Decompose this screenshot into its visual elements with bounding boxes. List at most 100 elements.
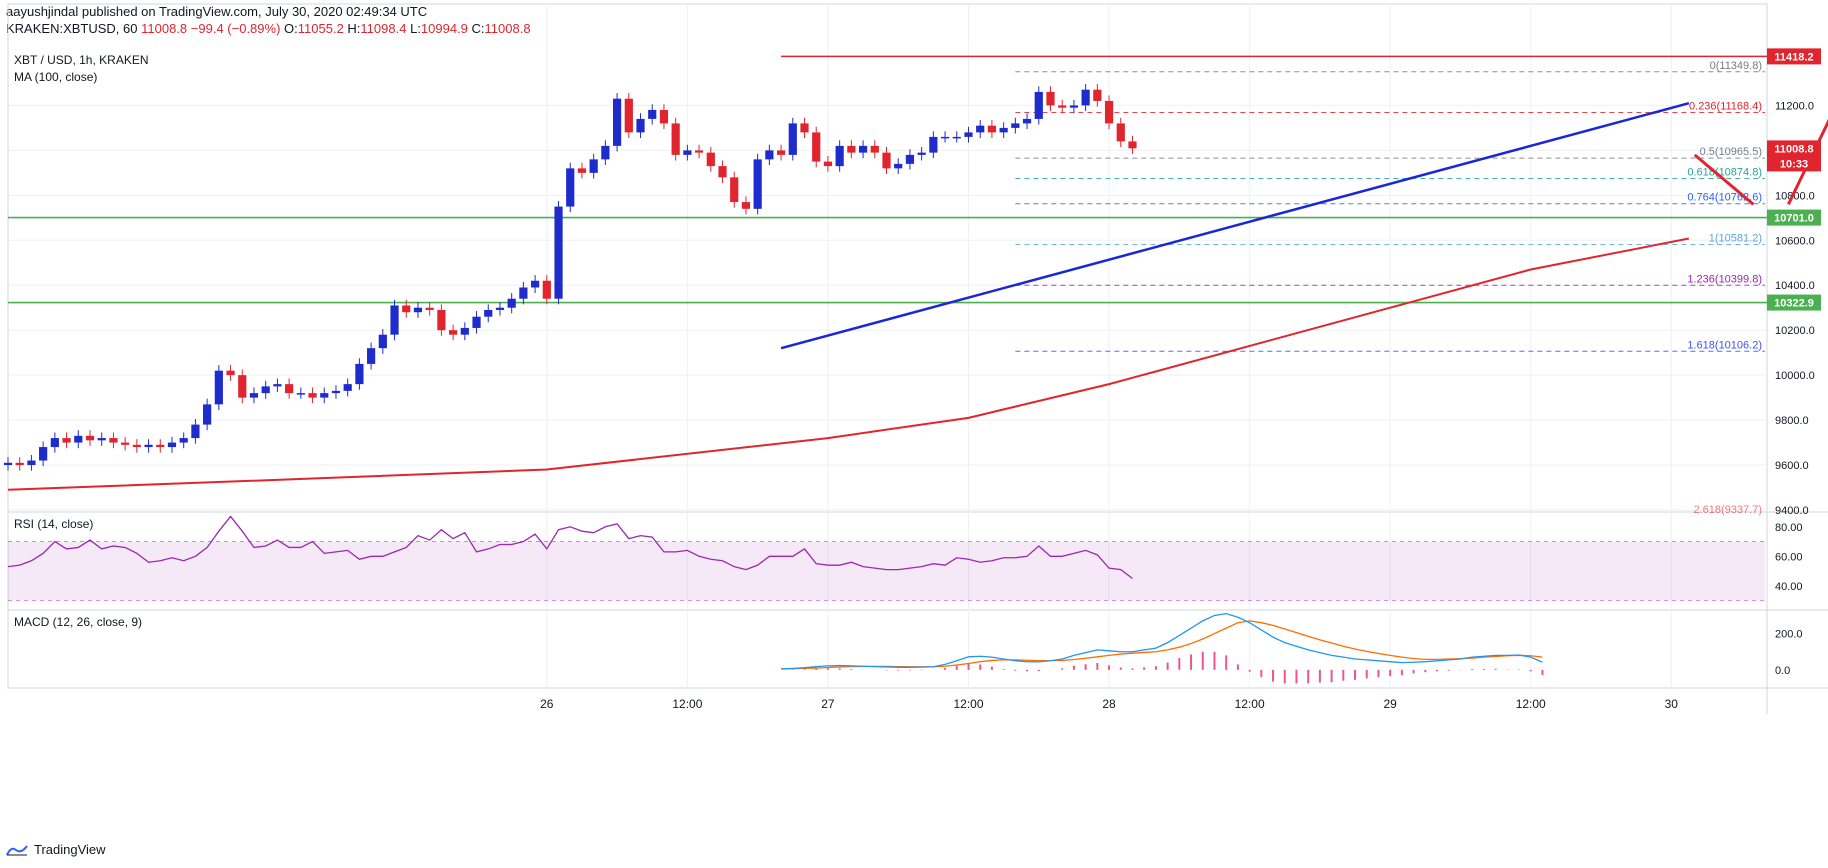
candle-body[interactable] (249, 393, 259, 398)
candle-body[interactable] (15, 462, 24, 466)
candle-body[interactable] (1058, 105, 1067, 108)
candle-body[interactable] (331, 390, 341, 394)
candle-body[interactable] (566, 168, 575, 207)
candle-body[interactable] (531, 280, 540, 288)
candle-body[interactable] (50, 438, 59, 448)
candle-body[interactable] (437, 309, 446, 331)
candle-body[interactable] (1104, 100, 1114, 124)
candle-body[interactable] (636, 118, 645, 133)
candle-body[interactable] (85, 435, 95, 441)
candle-body[interactable] (741, 202, 751, 209)
candle-body[interactable] (74, 435, 83, 443)
ascending-trendline[interactable] (780, 101, 1690, 350)
tradingview-logo[interactable]: TradingView (6, 842, 106, 857)
candle-body[interactable] (858, 145, 868, 153)
candle-body[interactable] (683, 150, 692, 155)
candle-body[interactable] (694, 150, 704, 153)
candle-body[interactable] (132, 444, 141, 448)
candle-body[interactable] (495, 307, 505, 310)
candle-body[interactable] (1128, 141, 1137, 149)
candle-body[interactable] (823, 161, 833, 167)
candle-body[interactable] (882, 152, 891, 169)
candle-body[interactable] (214, 370, 223, 405)
candle-body[interactable] (203, 404, 212, 425)
candle-body[interactable] (730, 177, 739, 203)
candle-body[interactable] (624, 98, 633, 133)
candle-body[interactable] (612, 98, 622, 146)
candle-body[interactable] (39, 447, 48, 461)
candle-body[interactable] (1022, 118, 1032, 124)
candle-body[interactable] (964, 132, 973, 137)
candle-body[interactable] (788, 123, 797, 155)
candle-body[interactable] (905, 154, 915, 164)
candle-body[interactable] (870, 145, 879, 153)
macd-line[interactable] (781, 612, 1543, 670)
rsi-line[interactable] (7, 515, 1133, 579)
candle-body[interactable] (226, 370, 235, 376)
candle-body[interactable] (589, 159, 598, 173)
candle-body[interactable] (62, 438, 71, 443)
candle-body[interactable] (460, 327, 469, 335)
candle-body[interactable] (800, 123, 809, 133)
candle-body[interactable] (167, 442, 177, 448)
candle-body[interactable] (425, 307, 434, 310)
projection-arrow[interactable] (1693, 153, 1755, 206)
candle-body[interactable] (519, 287, 528, 299)
candle-body[interactable] (987, 125, 997, 133)
candle-body[interactable] (835, 145, 844, 167)
candle-body[interactable] (648, 109, 657, 119)
candle-body[interactable] (765, 150, 774, 160)
ma100-line[interactable] (7, 237, 1690, 491)
candle-body[interactable] (261, 386, 270, 394)
candle-body[interactable] (413, 307, 423, 313)
candle-body[interactable] (542, 280, 551, 299)
candle-body[interactable] (121, 442, 130, 445)
candle-body[interactable] (308, 393, 317, 398)
candle-body[interactable] (402, 305, 411, 313)
candle-body[interactable] (285, 384, 294, 394)
candle-body[interactable] (449, 330, 458, 335)
candle-body[interactable] (718, 166, 727, 178)
candle-body[interactable] (238, 375, 247, 398)
candle-body[interactable] (390, 305, 399, 335)
candle-body[interactable] (144, 444, 153, 448)
candle-body[interactable] (484, 309, 493, 317)
candle-body[interactable] (940, 136, 950, 139)
candle-body[interactable] (753, 159, 762, 209)
candle-body[interactable] (812, 132, 821, 162)
candle-body[interactable] (355, 363, 364, 385)
candle-body[interactable] (1093, 89, 1102, 101)
candle-body[interactable] (847, 145, 856, 153)
candle-body[interactable] (343, 384, 352, 391)
candle-body[interactable] (659, 109, 669, 124)
candle-body[interactable] (976, 125, 985, 133)
candle-body[interactable] (109, 438, 118, 443)
candle-body[interactable] (296, 393, 305, 395)
candle-body[interactable] (27, 460, 36, 466)
candle-body[interactable] (191, 424, 200, 439)
candle-body[interactable] (706, 152, 715, 167)
candle-body[interactable] (1011, 123, 1020, 128)
candle-body[interactable] (929, 136, 938, 153)
candle-body[interactable] (776, 150, 786, 155)
candle-body[interactable] (1034, 91, 1043, 119)
candle-body[interactable] (179, 438, 188, 443)
candle-body[interactable] (1046, 91, 1055, 106)
candle-body[interactable] (917, 152, 926, 155)
candle-body[interactable] (273, 384, 282, 387)
candle-body[interactable] (367, 348, 376, 364)
candle-body[interactable] (671, 123, 680, 155)
candle-body[interactable] (1069, 105, 1079, 108)
candle-body[interactable] (1081, 89, 1090, 106)
candle-body[interactable] (1116, 123, 1125, 142)
candle-body[interactable] (320, 393, 329, 398)
candle-body[interactable] (97, 438, 106, 441)
candle-body[interactable] (507, 298, 516, 308)
candle-body[interactable] (952, 136, 961, 139)
candle-body[interactable] (999, 127, 1008, 133)
candle-body[interactable] (894, 163, 903, 169)
candle-body[interactable] (554, 206, 563, 299)
publisher-name[interactable]: aayushjindal (6, 4, 79, 19)
candle-body[interactable] (378, 334, 387, 349)
